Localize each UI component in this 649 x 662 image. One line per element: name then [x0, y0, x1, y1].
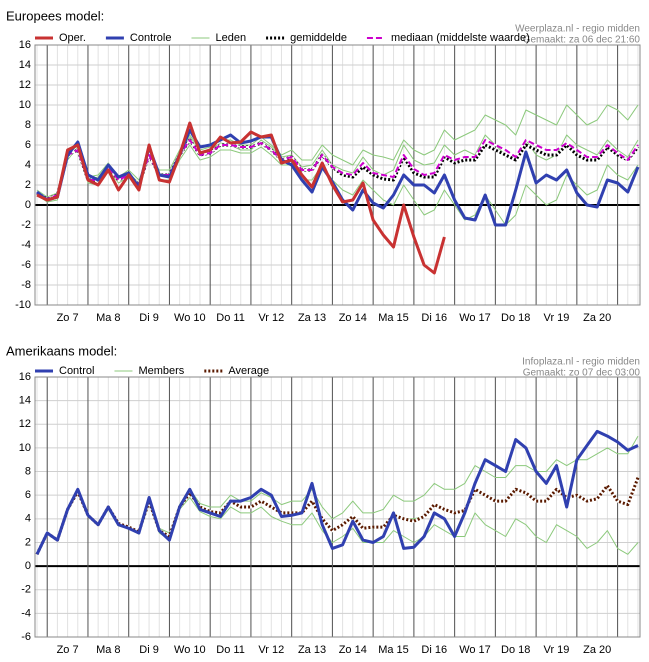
y-tick-label: 10 — [19, 99, 31, 111]
x-tick-label: Do 11 — [216, 644, 245, 656]
legend-label: gemiddelde — [290, 32, 347, 44]
source-note: Infoplaza.nl - regio midden — [522, 357, 640, 368]
y-tick-label: -10 — [15, 299, 31, 311]
y-tick-label: 6 — [25, 489, 31, 501]
x-tick-label: Ma 8 — [96, 312, 120, 324]
legend-label: mediaan (middelste waarde) — [391, 32, 530, 44]
y-tick-label: 16 — [19, 371, 31, 383]
x-tick-label: Wo 10 — [174, 312, 206, 324]
x-tick-label: Do 18 — [501, 644, 530, 656]
legend-label: Leden — [215, 32, 246, 44]
legend-label: Oper. — [59, 32, 86, 44]
legend-label: Controle — [130, 32, 172, 44]
y-tick-label: 12 — [19, 79, 31, 91]
x-tick-label: Vr 12 — [258, 312, 284, 324]
x-tick-label: Wo 17 — [459, 644, 491, 656]
y-tick-label: 10 — [19, 442, 31, 454]
y-tick-label: -6 — [21, 631, 31, 643]
y-tick-label: -8 — [21, 279, 31, 291]
x-tick-label: Za 20 — [583, 312, 611, 324]
chart-title: Europees model: — [6, 8, 104, 23]
x-tick-label: Vr 19 — [544, 644, 570, 656]
x-tick-label: Vr 12 — [258, 644, 284, 656]
y-tick-label: -4 — [21, 607, 31, 619]
x-tick-label: Za 13 — [298, 312, 326, 324]
x-tick-label: Za 20 — [583, 644, 611, 656]
plot-frame — [34, 44, 641, 306]
y-tick-label: 14 — [19, 395, 31, 407]
x-tick-label: Zo 14 — [339, 644, 367, 656]
y-tick-label: 2 — [25, 536, 31, 548]
x-tick-label: Ma 15 — [378, 312, 409, 324]
x-tick-label: Wo 17 — [459, 312, 491, 324]
y-tick-label: 2 — [25, 179, 31, 191]
y-tick-label: 16 — [19, 39, 31, 51]
x-tick-label: Zo 14 — [339, 312, 367, 324]
x-tick-label: Ma 15 — [378, 644, 409, 656]
y-tick-label: -2 — [21, 219, 31, 231]
y-tick-label: 6 — [25, 139, 31, 151]
y-tick-label: 12 — [19, 418, 31, 430]
x-tick-label: Zo 7 — [57, 312, 79, 324]
x-tick-label: Do 11 — [216, 312, 245, 324]
legend-label: Control — [59, 365, 94, 377]
y-tick-label: -6 — [21, 259, 31, 271]
chart-title: Amerikaans model: — [6, 343, 117, 358]
x-tick-label: Di 9 — [139, 644, 159, 656]
x-tick-label: Di 16 — [421, 644, 447, 656]
source-note: Gemaakt: zo 07 dec 03:00 — [523, 368, 641, 379]
plot-frame — [34, 376, 641, 638]
x-tick-label: Di 16 — [421, 312, 447, 324]
y-tick-label: 14 — [19, 59, 31, 71]
x-tick-label: Di 9 — [139, 312, 159, 324]
legend-label: Members — [138, 365, 184, 377]
x-tick-label: Wo 10 — [174, 644, 206, 656]
source-note: Weerplaza.nl - regio midden — [515, 24, 640, 35]
legend-label: Average — [228, 365, 269, 377]
y-tick-label: -4 — [21, 239, 31, 251]
x-tick-label: Vr 19 — [544, 312, 570, 324]
series-line — [36, 121, 446, 275]
x-tick-label: Do 18 — [501, 312, 530, 324]
y-tick-label: 8 — [25, 119, 31, 131]
source-note: Gemaakt: za 06 dec 21:60 — [523, 35, 641, 46]
y-tick-label: 8 — [25, 465, 31, 477]
series-line — [35, 429, 639, 555]
x-tick-label: Ma 8 — [96, 644, 120, 656]
y-tick-label: 4 — [25, 159, 31, 171]
series-line — [36, 104, 639, 198]
y-tick-label: -2 — [21, 584, 31, 596]
x-tick-label: Za 13 — [298, 644, 326, 656]
x-tick-label: Zo 7 — [57, 644, 79, 656]
y-tick-label: 0 — [25, 199, 31, 211]
y-tick-label: 0 — [25, 560, 31, 572]
y-tick-label: 4 — [25, 513, 31, 525]
